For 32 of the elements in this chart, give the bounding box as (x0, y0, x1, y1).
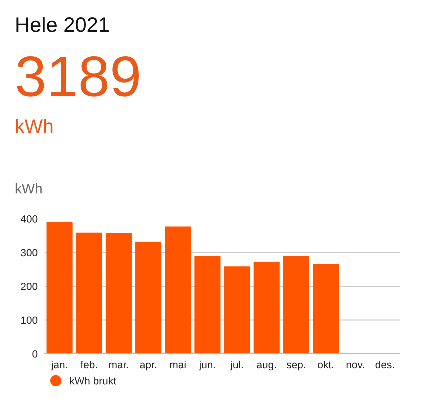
bar (46, 222, 73, 354)
x-tick-label: okt. (318, 360, 334, 369)
x-tick-label: jan. (51, 360, 68, 371)
x-tick-label: feb. (80, 360, 98, 369)
x-tick-label: aug. (257, 362, 276, 371)
y-tick-label: 300 (21, 249, 38, 257)
y-axis-title: kWh (16, 184, 42, 194)
text: 3189 (17, 56, 139, 97)
x-tick-label: nov. (346, 362, 364, 369)
bar (136, 242, 162, 354)
bar (106, 233, 132, 354)
x-tick-label: mai (170, 360, 186, 369)
bar (165, 226, 192, 354)
bar (76, 232, 102, 354)
y-tick-label: 0 (32, 350, 38, 358)
bar (313, 264, 340, 354)
x-tick-label: apr. (140, 362, 156, 371)
bar (283, 256, 310, 354)
y-tick-label: 200 (21, 283, 38, 290)
bar (254, 262, 280, 354)
bar (224, 266, 250, 354)
x-tick-label: jul. (230, 360, 243, 371)
x-tick-label: mar. (110, 362, 128, 369)
x-tick-label: des. (376, 360, 394, 369)
text: kWh (16, 119, 53, 134)
legend-label: kWh brukt (70, 377, 116, 385)
x-tick-label: sep. (286, 362, 306, 371)
x-tick-label: jun. (199, 360, 216, 371)
bar (194, 256, 221, 354)
chart-title: Hele 2021 (16, 17, 109, 32)
y-tick-label: 100 (21, 316, 38, 324)
y-tick-label: 400 (20, 216, 38, 223)
